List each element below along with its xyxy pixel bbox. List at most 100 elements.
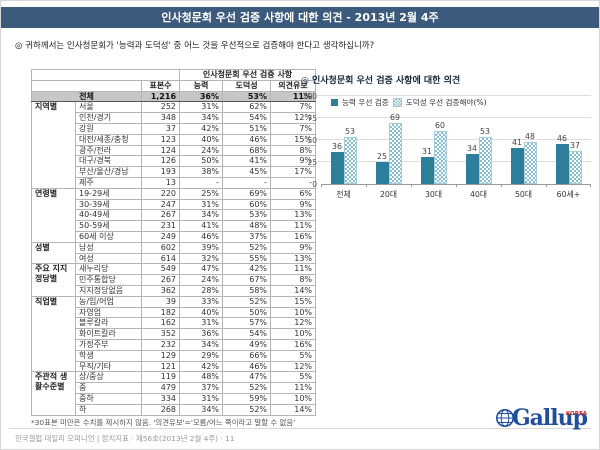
bar-morality [433,131,447,184]
table-cell: 10% [270,392,317,405]
table-cell: 5% [270,371,317,384]
table-cell: 41% [179,220,224,232]
table-cell: 220 [140,187,181,200]
bar-morality [343,137,357,184]
footer-source: 한국갤럽 데일리 오피니언 | 정치지표 · 제56호(2013년 2월 4주)… [15,434,235,443]
table-cell: 36% [179,90,224,103]
bar-value-label: 69 [390,113,400,123]
x-axis-category-label: 50대 [514,190,533,199]
table-cell: 19-29세 [75,187,142,200]
table-cell: 새누리당 [75,263,142,276]
bar-value-label: 34 [467,144,477,154]
table-cell: 52% [222,382,272,394]
table-cell: 52% [222,295,272,308]
table-cell: 24% [179,144,224,157]
table-cell: 16% [270,338,317,351]
table-cell: 28% [179,284,224,297]
table-cell: 34% [179,112,224,124]
x-axis-tick [456,184,457,187]
table-cell: 549 [140,263,181,276]
table-cell: 12% [270,360,317,373]
bar-value-label: 36 [332,142,342,152]
footer-divider [9,428,591,429]
bar-value-label: 53 [480,127,490,137]
table-cell: 중하 [75,392,142,405]
table-cell: 대전/세종/충청 [75,133,142,146]
bar-group: 36 53 전체 [321,96,366,199]
table-cell: 인천/경기 [75,112,142,124]
table-cell: 서울 [75,101,142,114]
table-cell: 47% [179,263,224,276]
table-cell: 5% [270,349,317,362]
table-cell: 성별 [31,241,76,265]
bar-morality [568,151,582,184]
table-cell: 53% [222,90,272,103]
table-cell: 32% [179,252,224,265]
table-cell: 가정주부 [75,338,142,351]
table-cell: 무직/기타 [75,360,142,373]
globe-icon [495,409,514,427]
table-cell: 1,216 [140,90,181,103]
gridline [317,139,591,140]
table-cell: 55% [222,252,272,265]
table-cell: 34% [179,338,224,351]
x-axis-tick [366,184,367,187]
table-cell: 31% [179,198,224,211]
table-row: 50-59세 231 41% 48% 11% [32,220,317,232]
table-cell: 42% [179,122,224,135]
bar-morality [388,123,402,184]
table-cell: - [222,176,272,189]
gridline [317,161,591,162]
table-cell: 51% [222,122,272,135]
gridline [317,95,591,96]
table-cell: 직업별 [31,295,76,373]
table-cell: 47% [222,371,272,384]
x-axis-tick [411,184,412,187]
table-cell: 전체 [31,90,142,103]
table-cell: 45% [222,166,272,178]
logo-korea-label: KOREA [566,411,587,417]
table-cell: 33% [179,295,224,308]
bar-value-label: 46 [557,133,567,143]
table-cell: 121 [140,360,181,373]
header-group-label: 인사청문회 우선 검증 사항 [179,69,317,81]
table-cell: 민주통합당 [75,274,142,286]
table-cell: 주요 지지 정당별 [31,263,76,297]
table-cell: 60세 이상 [75,230,142,243]
table-cell: 49% [222,338,272,351]
table-cell: 31% [179,317,224,330]
table-row: 광주/전라 124 24% 68% 8% [32,144,317,157]
table-cell: 348 [140,112,181,124]
table-cell: 남성 [75,241,142,254]
header-blank-cell2 [31,79,142,92]
bar-group: 41 48 50대 [501,96,546,199]
table-cell: 50-59세 [75,220,142,232]
table-cell: 53% [222,209,272,222]
table-cell: 162 [140,317,181,330]
table-row: 30-39세 247 31% 60% 9% [32,198,317,211]
table-cell: 37 [140,122,181,135]
table-row-total: 전체 1,216 36% 53% 11% [31,90,317,103]
x-axis-tick [546,184,547,187]
table-cell: 대구/경북 [75,155,142,168]
table-cell: 50% [179,155,224,168]
table-cell: 31% [179,101,224,114]
bar-value-label: 37 [570,141,580,151]
table-row: 60세 이상 249 46% 37% 16% [32,230,317,243]
bar-ability [510,147,524,184]
table-row: 주관적 생활수준별 상/중상 119 48% 47% 5% [31,371,317,416]
bar-value-label: 25 [377,152,387,161]
table-cell: 267 [140,274,181,286]
table-cell: 9% [270,241,317,254]
table-cell: 232 [140,338,181,351]
table-row: 주요 지지 정당별 새누리당 549 47% 42% 11% [31,263,317,297]
x-axis-category-label: 30대 [424,190,443,199]
table-cell: 29% [179,349,224,362]
bar-ability [420,156,434,184]
table-cell: 9% [270,198,317,211]
bar-group: 34 53 40대 [456,96,501,199]
table-row: 40-49세 267 34% 53% 13% [32,209,317,222]
table-cell: 42% [179,360,224,373]
table-cell: 119 [140,371,181,384]
table-cell: 11% [270,220,317,232]
